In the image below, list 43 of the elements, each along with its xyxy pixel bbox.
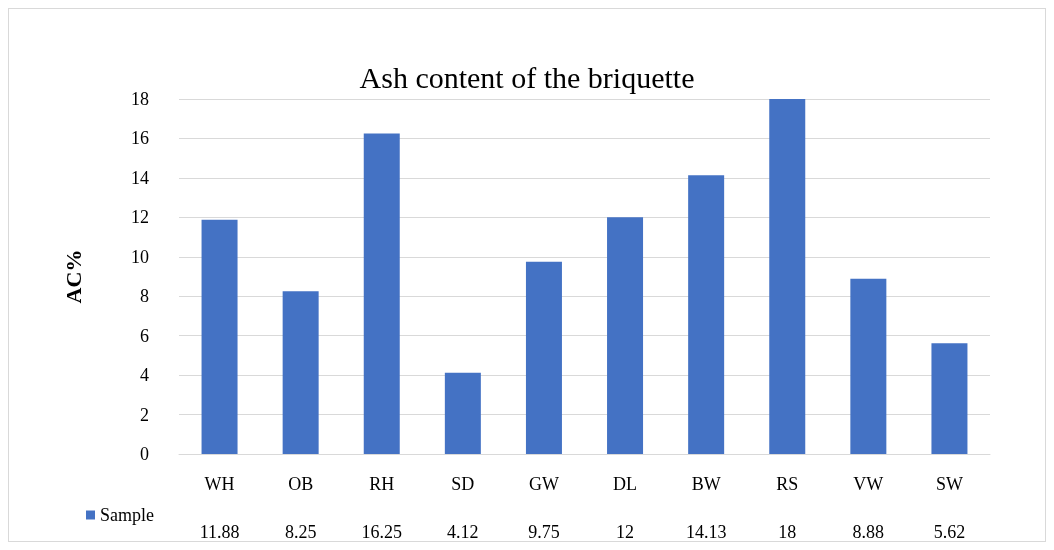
x-tick-label: GW: [528, 474, 559, 494]
y-tick-label: 10: [131, 246, 149, 267]
data-label: 11.88: [199, 522, 240, 542]
data-label: 12: [616, 522, 635, 542]
x-tick-label: SW: [935, 474, 963, 494]
x-tick-label: WH: [204, 474, 235, 494]
x-tick-label: SD: [451, 474, 475, 494]
x-tick-label: VW: [853, 474, 884, 494]
y-tick-label: 18: [131, 89, 149, 109]
bar: [931, 343, 968, 454]
bar: [688, 175, 725, 454]
legend-label: Sample: [100, 505, 154, 525]
y-tick-label: 0: [140, 444, 149, 464]
x-tick-label: RS: [776, 474, 799, 494]
y-tick-label: 12: [131, 207, 149, 228]
data-label: 4.12: [447, 522, 479, 542]
data-label: 8.88: [852, 522, 885, 542]
data-label: 5.62: [933, 522, 966, 542]
bar: [607, 217, 644, 454]
chart-title: Ash content of the briquette: [359, 60, 695, 94]
y-tick-label: 16: [131, 128, 149, 149]
y-axis-title: AC%: [60, 249, 86, 304]
y-tick-label: 14: [131, 167, 149, 188]
y-tick-label: 4: [140, 365, 149, 386]
y-tick-label: 2: [140, 404, 149, 425]
x-tick-label: OB: [288, 474, 314, 494]
bar: [363, 133, 400, 454]
bar: [282, 291, 319, 454]
bar: [201, 219, 238, 454]
bar: [769, 99, 806, 454]
data-label: 16.25: [361, 522, 402, 542]
bar: [525, 261, 562, 454]
data-label: 14.13: [685, 522, 727, 542]
y-tick-label: 8: [140, 286, 149, 307]
bar: [850, 278, 887, 454]
y-tick-label: 6: [140, 325, 149, 346]
x-tick-label: RH: [369, 474, 395, 494]
x-tick-label: BW: [691, 474, 721, 494]
bar: [444, 372, 481, 454]
x-tick-label: DL: [613, 474, 638, 494]
data-label: 9.75: [528, 522, 560, 542]
data-label: 8.25: [284, 522, 317, 542]
data-label: 18: [778, 522, 797, 542]
